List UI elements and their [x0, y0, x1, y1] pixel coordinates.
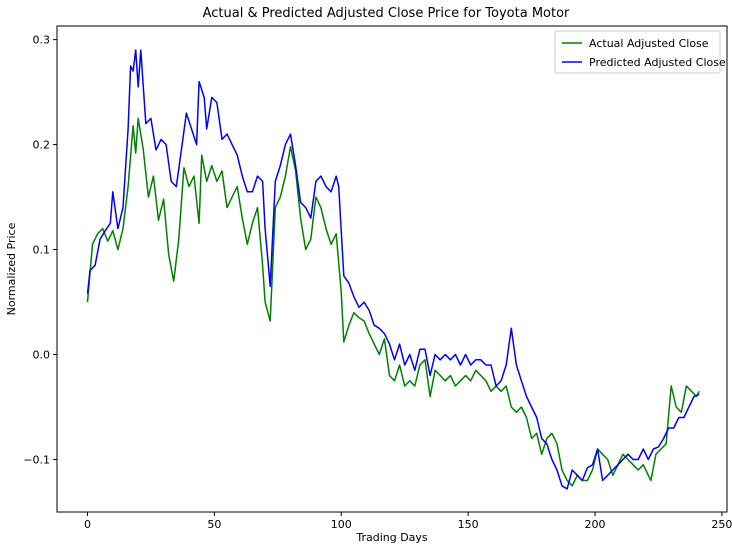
legend-box: [554, 30, 721, 74]
plot-frame: [56, 25, 728, 513]
x-axis: 0 50 100 150 200 250: [84, 512, 732, 531]
x-tick-label: 0: [84, 518, 91, 531]
y-tick-label: 0.3: [33, 34, 51, 47]
x-tick-label: 150: [458, 518, 479, 531]
x-tick-label: 100: [331, 518, 352, 531]
x-axis-label: Trading Days: [355, 531, 428, 544]
y-tick-label: 0.0: [33, 349, 51, 362]
x-tick-label: 250: [711, 518, 732, 531]
y-tick-label: 0.1: [33, 244, 51, 257]
series-layer: [86, 49, 700, 490]
y-axis: −0.1 0.0 0.1 0.2 0.3: [23, 34, 57, 467]
series-line-0: [86, 117, 700, 487]
y-tick-label: −0.1: [23, 454, 50, 467]
legend: Actual Adjusted Close Predicted Adjusted…: [554, 30, 726, 74]
chart-title: Actual & Predicted Adjusted Close Price …: [203, 6, 570, 21]
x-tick-label: 50: [207, 518, 221, 531]
legend-label-actual: Actual Adjusted Close: [589, 37, 709, 50]
y-tick-label: 0.2: [33, 139, 51, 152]
y-axis-label: Normalized Price: [5, 222, 18, 315]
x-tick-label: 200: [585, 518, 606, 531]
plot-area: [57, 26, 727, 512]
legend-label-predicted: Predicted Adjusted Close: [589, 56, 726, 69]
series-line-1: [86, 49, 700, 490]
